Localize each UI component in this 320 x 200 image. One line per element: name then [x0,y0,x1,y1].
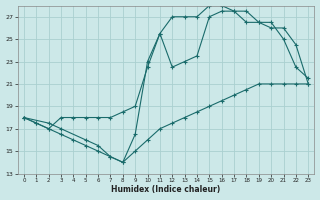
X-axis label: Humidex (Indice chaleur): Humidex (Indice chaleur) [111,185,221,194]
